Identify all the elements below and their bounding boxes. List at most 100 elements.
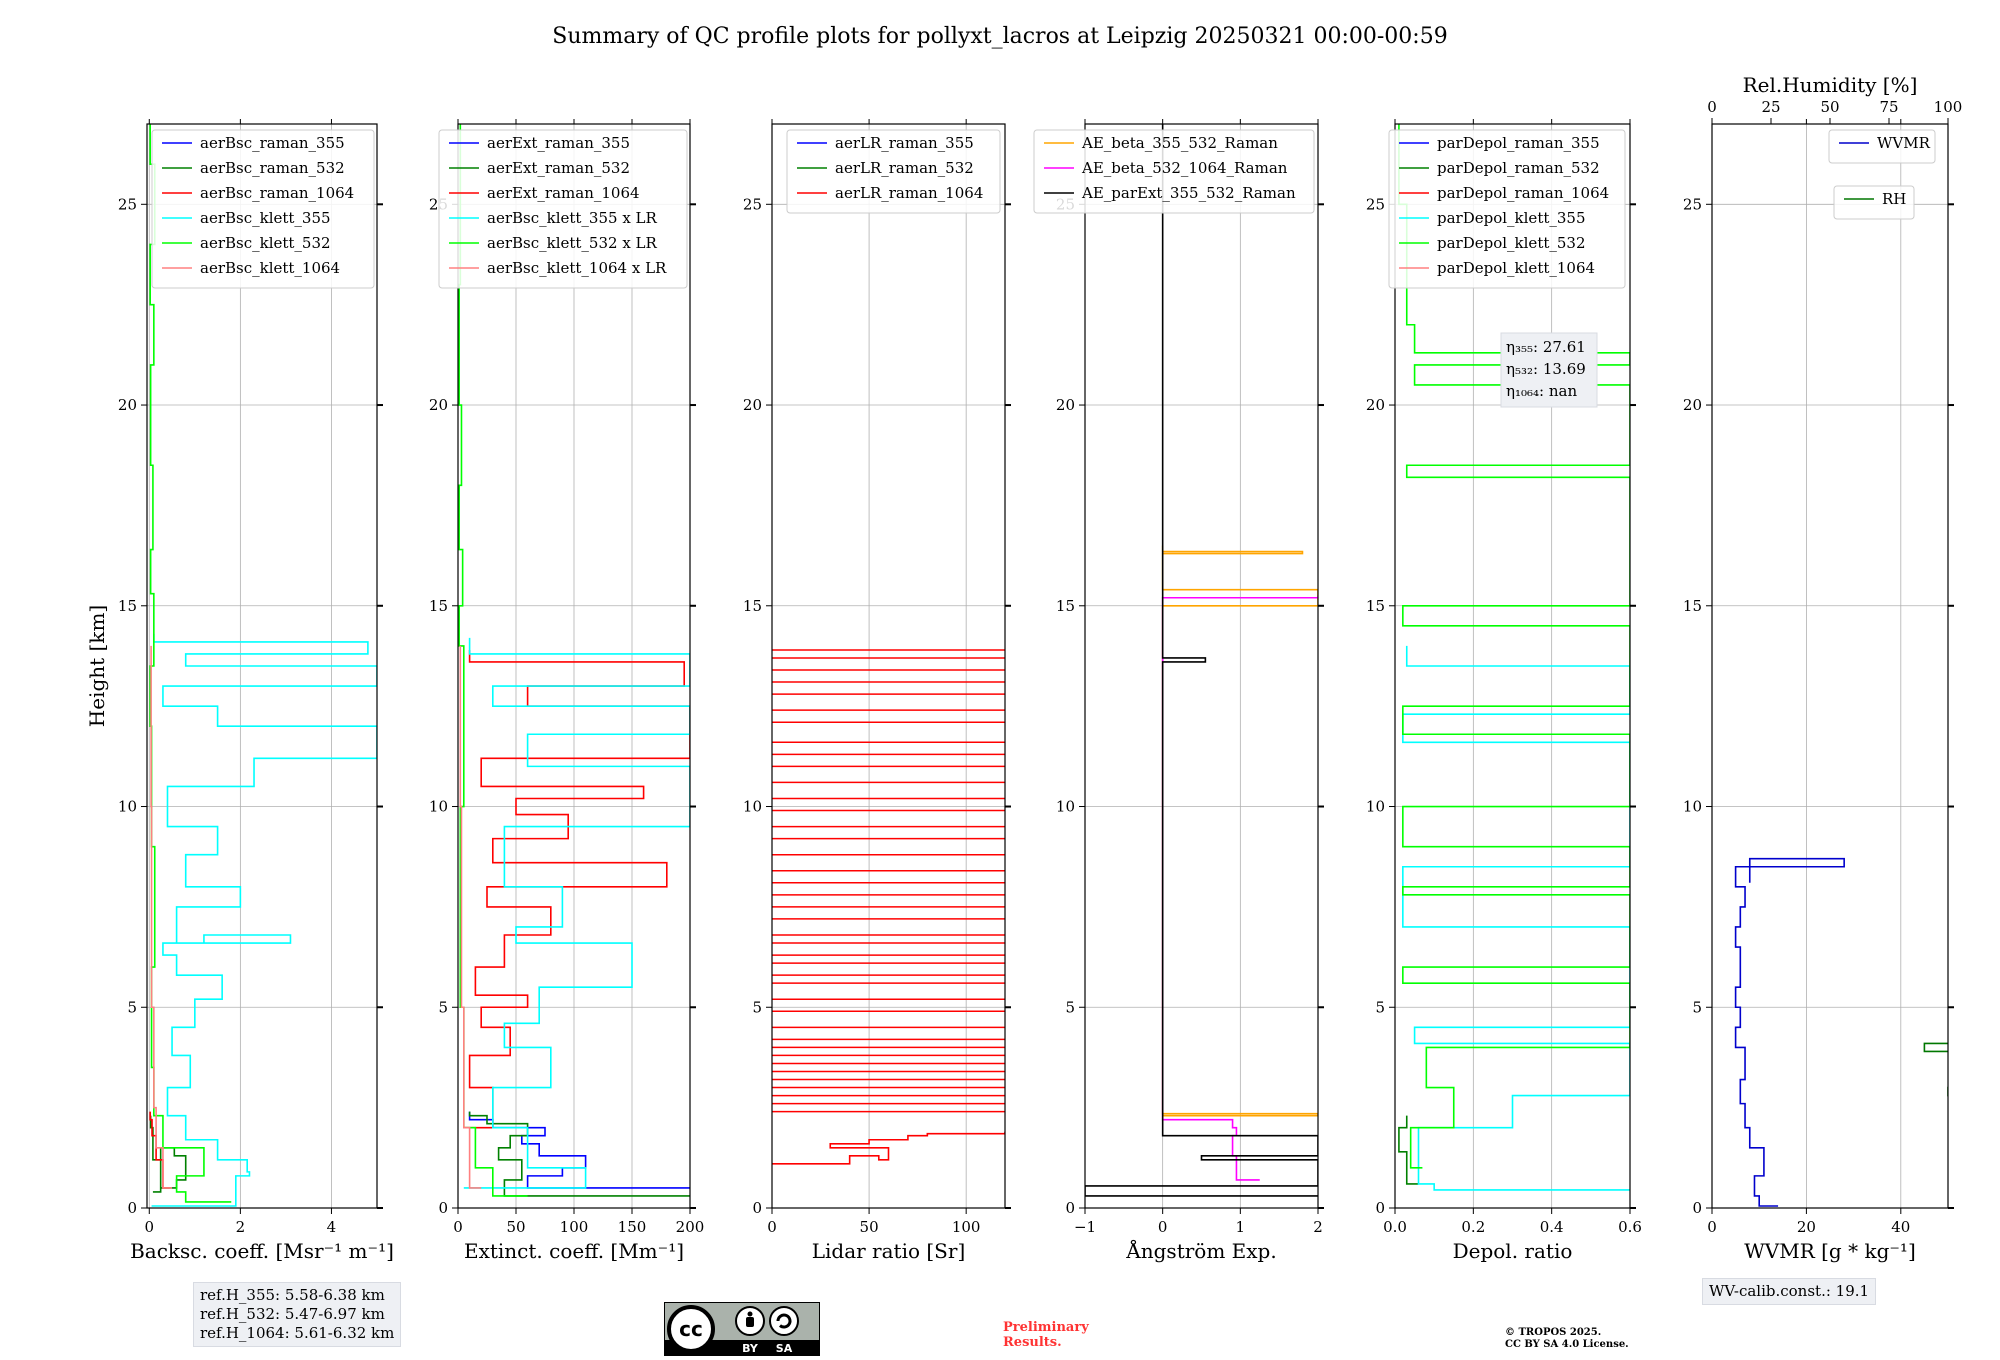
by-person-head xyxy=(747,1311,753,1317)
x-tick-label: 0.4 xyxy=(1540,1218,1564,1236)
y-tick-label: 5 xyxy=(127,998,137,1016)
series-AE_parExt_355_532_Raman xyxy=(1085,124,1318,1197)
y-tick-label: 25 xyxy=(118,195,137,213)
x-tick-label: 100 xyxy=(560,1218,589,1236)
x2-axis-label: Rel.Humidity [%] xyxy=(1743,73,1918,97)
ref-height-1064: ref.H_1064: 5.61-6.32 km xyxy=(200,1324,395,1342)
data-ae xyxy=(1085,124,1318,1197)
legend-label: parDepol_klett_1064 xyxy=(1437,259,1595,277)
y-tick-label: 15 xyxy=(1056,597,1075,615)
series-RH xyxy=(1923,1042,1948,1097)
cc-sa-label: SA xyxy=(776,1342,793,1355)
series-parDepol_klett_355 xyxy=(1402,645,1630,1191)
x-tick-label: 0 xyxy=(767,1218,777,1236)
y-tick-label: 25 xyxy=(1683,195,1702,213)
axes-frame xyxy=(1711,123,1949,1209)
series-aerExt_raman_1064 xyxy=(463,649,690,1129)
series-aerBsc_klett_1064 xyxy=(150,645,173,1189)
axes-frame xyxy=(146,123,378,1209)
figure-title: Summary of QC profile plots for pollyxt_… xyxy=(552,24,1447,49)
series-aerBsc_klett_532 xyxy=(149,124,232,1203)
cc-icon xyxy=(667,1305,715,1353)
legend-box xyxy=(1833,185,1915,220)
series-aerBsc_klett_532 x LR xyxy=(458,124,528,1197)
y-tick-label: 15 xyxy=(429,597,448,615)
legend-label: parDepol_raman_355 xyxy=(1437,134,1600,152)
copyright-line-2: CC BY SA 4.0 License. xyxy=(1505,1339,1629,1350)
legend-depol: parDepol_raman_355 parDepol_raman_532 parD… xyxy=(1388,129,1626,289)
legend-lr: aerLR_raman_355 aerLR_raman_532 aerLR_rama… xyxy=(786,129,1001,214)
legend-label: WVMR xyxy=(1877,134,1931,152)
x-axis-label: Backsc. coeff. [Msr⁻¹ m⁻¹] xyxy=(130,1239,394,1263)
series-parDepol_raman_532 xyxy=(1398,1115,1419,1185)
y-tick-label: 0 xyxy=(1692,1199,1702,1217)
y-tick-label: 15 xyxy=(118,597,137,615)
x-tick-label: 40 xyxy=(1891,1218,1910,1236)
legend-label: aerBsc_klett_532 x LR xyxy=(487,234,658,252)
legend-label: aerBsc_klett_355 x LR xyxy=(487,209,658,227)
x-tick-label: 50 xyxy=(860,1218,879,1236)
y-tick-label: 15 xyxy=(743,597,762,615)
legend-label: aerExt_raman_1064 xyxy=(487,184,640,202)
y-tick-label: 15 xyxy=(1366,597,1385,615)
ref-height-532: ref.H_532: 5.47-6.97 km xyxy=(200,1305,385,1323)
y-tick-label: 0 xyxy=(1065,1199,1075,1217)
legend-box xyxy=(1388,129,1626,289)
legend-box xyxy=(438,129,688,289)
legend-ext: aerExt_raman_355 aerExt_raman_532 aerExt_r… xyxy=(438,129,688,289)
legend-box xyxy=(151,129,375,289)
y-tick-label: 10 xyxy=(429,798,448,816)
y-tick-label: 15 xyxy=(1683,597,1702,615)
x-axis-label: Ångström Exp. xyxy=(1125,1238,1276,1263)
y-tick-label: 10 xyxy=(1366,798,1385,816)
series-aerBsc_klett_1064 x LR xyxy=(459,645,482,1189)
y-tick-label: 0 xyxy=(438,1199,448,1217)
x-tick-label: 0 xyxy=(1158,1218,1168,1236)
cc-by-label: BY xyxy=(742,1342,759,1355)
y-tick-label: 10 xyxy=(118,798,137,816)
panel-wv: 0 20 40 0 5 10 15 20 25 WVMR [g * kg⁻¹] 0 25 50 75 100… xyxy=(1683,73,1962,1263)
legend-label: parDepol_klett_355 xyxy=(1437,209,1586,227)
x-tick-label: 2 xyxy=(1313,1218,1323,1236)
y-tick-label: 20 xyxy=(743,396,762,414)
legend-box xyxy=(786,129,1001,214)
y-tick-label: 5 xyxy=(438,998,448,1016)
legend-label: AE_parExt_355_532_Raman xyxy=(1081,184,1296,202)
y-tick-label: 20 xyxy=(1056,396,1075,414)
legend-label: AE_beta_532_1064_Raman xyxy=(1081,159,1288,177)
sa-icon xyxy=(769,1306,799,1336)
legend-label: AE_beta_355_532_Raman xyxy=(1081,134,1278,152)
x-tick-label: 0 xyxy=(145,1218,155,1236)
legend-label: aerLR_raman_1064 xyxy=(835,184,983,202)
wv-calib-box: WV-calib.const.: 19.1 xyxy=(1702,1278,1877,1305)
annotation-bg xyxy=(1500,332,1598,408)
panel-lr: 0 50 100 0 5 10 15 20 25 Lidar ratio [Sr] xyxy=(743,119,1011,1263)
legend-bsc: aerBsc_raman_355 aerBsc_raman_532 aerBsc_r… xyxy=(151,129,375,289)
x2-tick-label: 75 xyxy=(1879,98,1898,116)
ref-height-355: ref.H_355: 5.58-6.38 km xyxy=(200,1286,385,1304)
x-tick-label: 100 xyxy=(952,1218,981,1236)
axes-frame xyxy=(771,123,1006,1209)
preliminary-line-1: Preliminary xyxy=(1003,1320,1089,1335)
panel-bsc: 0 2 4 0 5 10 15 20 25 Backsc. coeff. [Msr⁻¹ m⁻¹] H… xyxy=(85,119,394,1263)
series-aerLR_raman_1064 xyxy=(772,1131,1005,1165)
x-tick-label: 1 xyxy=(1236,1218,1246,1236)
x2-tick-label: 0 xyxy=(1707,98,1717,116)
legend-label: aerBsc_klett_355 xyxy=(200,209,331,227)
legend-label: aerBsc_raman_1064 xyxy=(200,184,354,202)
data-bsc xyxy=(149,124,377,1207)
y-tick-label: 20 xyxy=(1366,396,1385,414)
data-ext xyxy=(458,124,690,1197)
x-tick-label: 150 xyxy=(618,1218,647,1236)
y-tick-label: 10 xyxy=(1056,798,1075,816)
legend-label: parDepol_klett_532 xyxy=(1437,234,1586,252)
legend-label: aerLR_raman_355 xyxy=(835,134,974,152)
data-lr xyxy=(772,649,1005,1165)
series-parDepol_klett_532 xyxy=(1398,124,1630,1169)
x-tick-label: 20 xyxy=(1797,1218,1816,1236)
wv-calib-const: WV-calib.const.: 19.1 xyxy=(1709,1282,1870,1300)
x-tick-label: 50 xyxy=(506,1218,525,1236)
